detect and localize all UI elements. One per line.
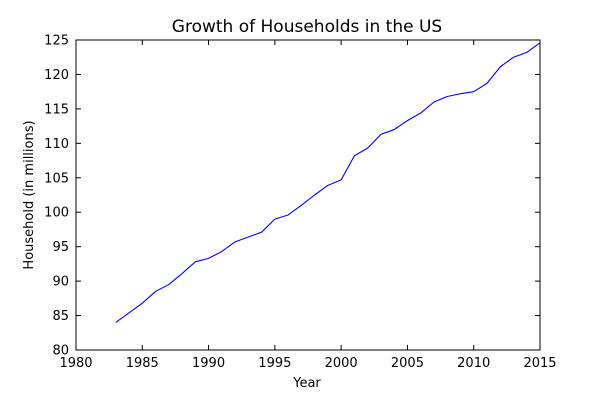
data-point-2010 (473, 91, 474, 92)
data-point-1997 (301, 205, 302, 206)
data-point-1991 (221, 251, 222, 252)
data-point-1985 (142, 303, 143, 304)
x-axis-label: Year (292, 376, 321, 391)
data-point-1983 (115, 322, 116, 323)
y-tick-label-95: 95 (52, 240, 69, 255)
data-point-1996 (288, 214, 289, 215)
x-tick-label-1985: 1985 (126, 356, 159, 371)
data-point-2003 (380, 134, 381, 135)
data-point-2012 (500, 66, 501, 67)
data-point-1990 (208, 258, 209, 259)
x-tick-label-2015: 2015 (523, 356, 556, 371)
data-point-2014 (526, 52, 527, 53)
data-point-1984 (128, 312, 129, 313)
x-tick-label-1995: 1995 (258, 356, 291, 371)
y-tick-label-85: 85 (52, 309, 69, 324)
y-tick-label-100: 100 (44, 206, 69, 221)
data-point-1989 (195, 261, 196, 262)
y-tick-label-125: 125 (44, 34, 69, 49)
x-tick-label-2010: 2010 (457, 356, 490, 371)
y-tick-label-110: 110 (44, 137, 69, 152)
y-tick-label-120: 120 (44, 68, 69, 83)
series-line-0 (115, 42, 541, 323)
data-point-1993 (248, 236, 249, 237)
data-point-2008 (447, 96, 448, 97)
data-point-1994 (261, 232, 262, 233)
data-point-2007 (433, 101, 434, 102)
data-point-1995 (274, 219, 275, 220)
data-point-1987 (168, 284, 169, 285)
data-point-1998 (314, 194, 315, 195)
y-tick-label-115: 115 (44, 102, 69, 117)
chart-title: Growth of Households in the US (172, 17, 442, 37)
x-tick-label-2000: 2000 (325, 356, 358, 371)
data-point-2000 (341, 179, 342, 180)
data-point-1992 (234, 241, 235, 242)
data-point-2001 (354, 155, 355, 156)
data-point-2006 (420, 112, 421, 113)
data-point-1986 (155, 291, 156, 292)
y-axis-label: Household (in millions) (22, 120, 37, 269)
data-point-2002 (367, 148, 368, 149)
plot-frame (75, 39, 541, 351)
y-tick-label-90: 90 (52, 275, 69, 290)
x-tick-label-1980: 1980 (59, 356, 92, 371)
data-point-2005 (407, 120, 408, 121)
x-tick-label-2005: 2005 (391, 356, 424, 371)
data-point-1999 (327, 185, 328, 186)
x-tick-label-1990: 1990 (192, 356, 225, 371)
plot-area: 1980 1985 1990 1995 2000 2005 2010 2015 80 85 90 95… (44, 34, 556, 372)
data-point-2009 (460, 93, 461, 94)
data-point-2011 (486, 83, 487, 84)
y-tick-label-80: 80 (52, 344, 69, 359)
data-point-2004 (394, 129, 395, 130)
y-tick-label-105: 105 (44, 171, 69, 186)
data-point-2013 (513, 57, 514, 58)
data-point-1988 (181, 273, 182, 274)
